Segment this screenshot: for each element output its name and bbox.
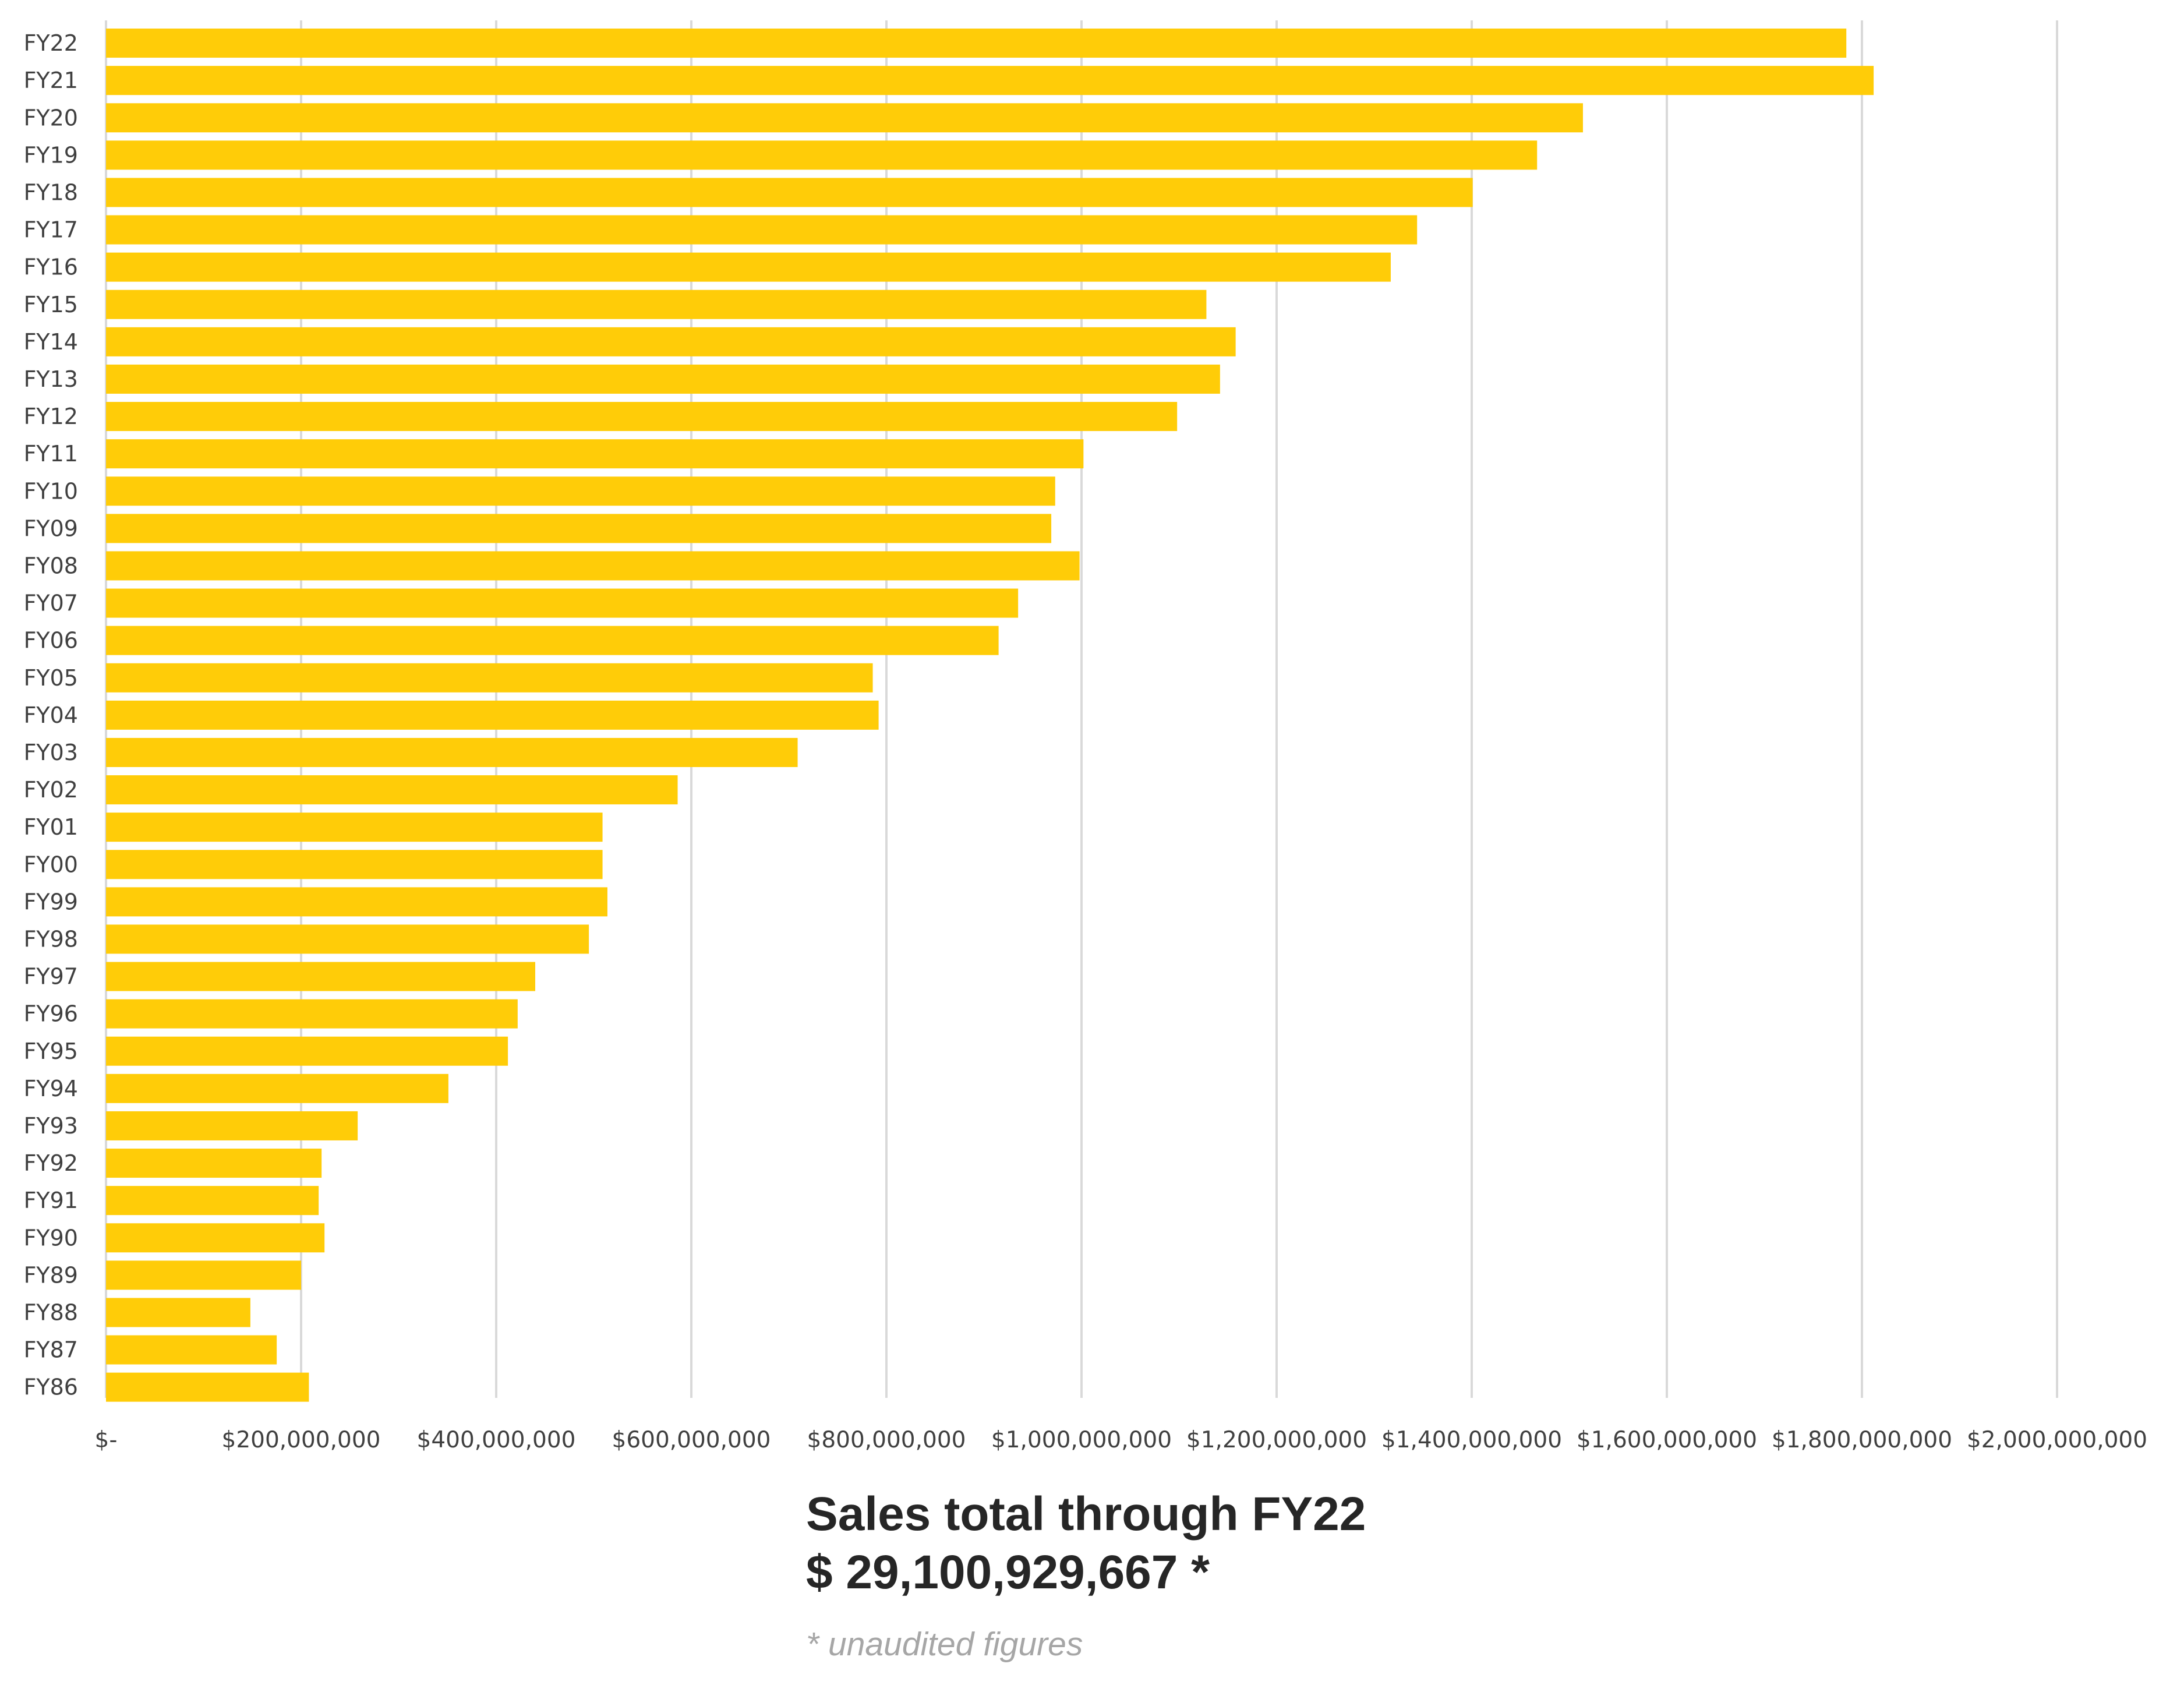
bar-fy18	[106, 178, 1473, 207]
bar-fy12	[106, 402, 1178, 432]
category-label-fy17: FY17	[24, 217, 78, 243]
bar-fy92	[106, 1149, 322, 1178]
x-tick-label: $800,000,000	[807, 1427, 966, 1453]
x-tick-label: $400,000,000	[417, 1427, 576, 1453]
bar-fy95	[106, 1036, 508, 1066]
category-label-fy21: FY21	[24, 68, 78, 93]
category-label-fy93: FY93	[24, 1113, 78, 1139]
bar-fy96	[106, 999, 518, 1029]
category-label-fy10: FY10	[24, 478, 78, 504]
sales-bar-chart: FY22 FY21 FY20 FY19 FY18 FY17 FY16 FY15 FY14 FY13…	[24, 20, 2148, 1453]
x-tick-label: $1,400,000,000	[1381, 1427, 1562, 1453]
category-label-fy19: FY19	[24, 142, 78, 168]
category-label-fy20: FY20	[24, 105, 78, 130]
category-label-fy95: FY95	[24, 1039, 78, 1064]
bar-fy88	[106, 1298, 250, 1327]
category-label-fy18: FY18	[24, 179, 78, 205]
bar-fy08	[106, 551, 1080, 581]
bar-fy03	[106, 737, 798, 767]
gridlines	[105, 20, 2058, 1398]
category-label-fy00: FY00	[24, 852, 78, 877]
category-label-fy92: FY92	[24, 1150, 78, 1176]
category-label-fy16: FY16	[24, 255, 78, 280]
category-label-fy13: FY13	[24, 366, 78, 392]
bar-fy02	[106, 775, 678, 805]
x-tick-label: $1,000,000,000	[991, 1427, 1172, 1453]
bar-fy91	[106, 1186, 319, 1216]
bar-fy89	[106, 1260, 301, 1290]
category-label-fy22: FY22	[24, 30, 78, 56]
bar-fy10	[106, 476, 1055, 506]
x-tick-label: $1,800,000,000	[1772, 1427, 1952, 1453]
category-label-fy99: FY99	[24, 889, 78, 914]
category-label-fy88: FY88	[24, 1299, 78, 1325]
bar-fy20	[106, 103, 1583, 133]
bar-fy99	[106, 887, 607, 917]
category-label-fy96: FY96	[24, 1001, 78, 1027]
category-label-fy97: FY97	[24, 964, 78, 990]
category-label-fy09: FY09	[24, 515, 78, 541]
category-label-fy06: FY06	[24, 628, 78, 654]
x-tick-label: $1,600,000,000	[1577, 1427, 1757, 1453]
category-label-fy01: FY01	[24, 814, 78, 840]
category-label-fy94: FY94	[24, 1076, 78, 1101]
category-label-fy07: FY07	[24, 591, 78, 616]
sales-summary: Sales total through FY22 $ 29,100,929,66…	[806, 1485, 1366, 1663]
category-label-fy04: FY04	[24, 702, 78, 728]
bar-fy11	[106, 439, 1084, 469]
bar-fy19	[106, 140, 1538, 170]
category-label-fy15: FY15	[24, 292, 78, 317]
category-label-fy08: FY08	[24, 553, 78, 578]
category-label-fy86: FY86	[24, 1375, 78, 1400]
bar-fy21	[106, 66, 1874, 96]
bar-fy00	[106, 850, 603, 879]
category-label-fy89: FY89	[24, 1262, 78, 1288]
bar-fy06	[106, 626, 999, 655]
bar-fy14	[106, 327, 1236, 356]
bar-fy90	[106, 1223, 325, 1253]
category-label-fy02: FY02	[24, 777, 78, 803]
category-label-fy91: FY91	[24, 1188, 78, 1213]
bar-fy05	[106, 663, 873, 693]
bar-fy93	[106, 1111, 358, 1140]
x-axis-tick-labels: $- $200,000,000 $400,000,000 $600,000,000 $8…	[95, 1427, 2148, 1453]
bar-fy16	[106, 252, 1391, 282]
category-label-fy03: FY03	[24, 740, 78, 765]
x-tick-label: $1,200,000,000	[1186, 1427, 1367, 1453]
bar-fy13	[106, 364, 1220, 394]
bar-fy09	[106, 514, 1052, 543]
bar-fy17	[106, 215, 1418, 245]
category-label-fy11: FY11	[24, 441, 78, 467]
bars	[106, 29, 1874, 1402]
bar-fy15	[106, 289, 1207, 319]
bar-fy97	[106, 962, 535, 991]
category-label-fy12: FY12	[24, 404, 78, 429]
category-label-fy87: FY87	[24, 1337, 78, 1363]
category-label-fy98: FY98	[24, 926, 78, 952]
x-tick-label: $600,000,000	[612, 1427, 771, 1453]
x-tick-label: $-	[95, 1427, 118, 1453]
bar-fy87	[106, 1335, 277, 1365]
category-label-fy90: FY90	[24, 1225, 78, 1251]
bar-fy98	[106, 924, 589, 954]
bar-fy07	[106, 588, 1019, 618]
x-tick-label: $200,000,000	[222, 1427, 381, 1453]
summary-footnote: * unaudited figures	[806, 1626, 1083, 1663]
bar-fy22	[106, 29, 1847, 58]
bar-fy86	[106, 1372, 309, 1402]
bar-fy04	[106, 700, 879, 730]
x-tick-label: $2,000,000,000	[1967, 1427, 2147, 1453]
summary-total: $ 29,100,929,667 *	[806, 1546, 1210, 1599]
summary-title: Sales total through FY22	[806, 1488, 1366, 1541]
bar-fy94	[106, 1073, 448, 1103]
category-label-fy05: FY05	[24, 665, 78, 691]
bar-fy01	[106, 813, 603, 842]
category-label-fy14: FY14	[24, 329, 78, 355]
category-labels: FY22 FY21 FY20 FY19 FY18 FY17 FY16 FY15 FY14 FY13…	[24, 30, 78, 1400]
